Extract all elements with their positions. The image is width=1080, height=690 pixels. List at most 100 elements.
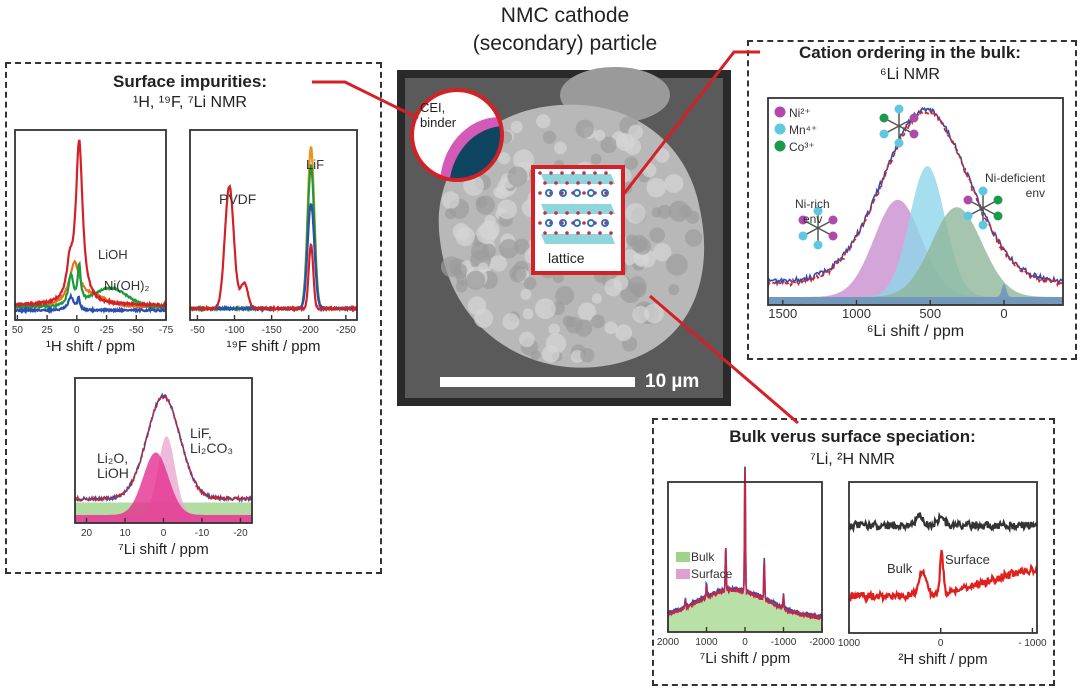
x-tick-label: -20 xyxy=(233,528,248,539)
legend-label: Co³⁺ xyxy=(789,140,815,154)
annotation-li2o-line1: Li₂O, xyxy=(97,450,129,466)
cation-title: Cation ordering in the bulk: xyxy=(799,43,1021,62)
oxygen-atom xyxy=(543,181,547,185)
center-title-line1: NMC cathode xyxy=(500,4,630,27)
particle-grain xyxy=(590,153,602,165)
annotation-li2o: Li₂O, LiOH xyxy=(97,451,129,481)
oxygen-atom xyxy=(582,171,586,175)
particle-grain xyxy=(594,129,606,141)
particle-grain xyxy=(467,296,487,316)
li7-surface-spectrum-plot: 20 10 0 -10 -20 ⁷Li shift / ppm xyxy=(74,377,253,568)
surface-panel-frame xyxy=(5,62,382,574)
particle-grain xyxy=(591,314,605,329)
octahedral-environment-icon xyxy=(963,186,1003,230)
x-tick-label: 2000 xyxy=(657,637,680,648)
x-tick-label: -150 xyxy=(262,325,282,336)
ion-marker xyxy=(828,215,838,225)
annotation-lif-line2: Li₂CO₃ xyxy=(190,440,234,456)
lithium-atom xyxy=(587,189,595,197)
particle-grain xyxy=(451,263,468,279)
connector-bulk-surface xyxy=(649,294,799,425)
cation-panel-frame xyxy=(747,40,1077,360)
center-title: NMC cathode (secondary) particle xyxy=(440,2,690,58)
particle-core xyxy=(449,126,502,180)
particle-grain xyxy=(519,331,535,348)
legend-label: Bulk xyxy=(691,550,715,564)
f19-svg: -50 -100 -150 -200 -250 ¹⁹F shift / ppm xyxy=(188,129,359,355)
x-tick-label: 0 xyxy=(161,528,167,539)
plot-frame xyxy=(767,97,1064,306)
li6-spectrum-plot: 1500 1000 500 0 ⁶Li shift / ppm Ni²⁺ Mn⁴⁺ Co³⁺ xyxy=(767,97,1064,350)
annotation-surface: Surface xyxy=(945,552,990,567)
x-axis-label: ¹H shift / ppm xyxy=(46,338,135,355)
lattice-structure xyxy=(538,171,615,244)
x-tick-label: 0 xyxy=(74,325,80,336)
x-tick-label: 50 xyxy=(12,325,24,336)
annotation-li2o-line2: LiOH xyxy=(97,465,129,481)
annotation-lioh: LiOH xyxy=(98,247,128,262)
component-fill-2 xyxy=(75,452,252,523)
surface-subtitle: ¹H, ¹⁹F, ⁷Li NMR xyxy=(133,94,247,111)
annotation-ni-rich-line2: env xyxy=(803,212,823,226)
particle-grain xyxy=(509,265,527,283)
oxygen-atom xyxy=(598,231,602,235)
oxygen-atom xyxy=(565,231,569,235)
particle-grain xyxy=(493,186,505,198)
particle-grain xyxy=(577,302,597,321)
particle-grain xyxy=(628,124,644,140)
oxygen-atom xyxy=(554,181,558,185)
x-tick-label: 0 xyxy=(1000,306,1007,321)
oxygen-atom xyxy=(576,211,580,215)
oxygen-atom xyxy=(598,181,602,185)
h1-svg: 50 25 0 -25 -50 -75 ¹H shift / ppm xyxy=(12,129,174,355)
particle-grain xyxy=(621,249,638,266)
oxygen-atom xyxy=(576,231,580,235)
particle-grain xyxy=(684,229,703,247)
particle-grain xyxy=(510,120,523,134)
h1-spectrum-plot: 50 25 0 -25 -50 -75 ¹H shift / ppm xyxy=(12,129,174,365)
ion-marker xyxy=(879,113,889,123)
cei-label: CEI, binder xyxy=(420,100,456,130)
particle-grain xyxy=(624,156,638,170)
ion-marker xyxy=(798,215,808,225)
plot-frame xyxy=(848,481,1038,634)
li7-bulk-spectrum-plot: 2000 1000 0 -1000 -2000 ⁷Li shift / ppm Bulk Su… xyxy=(657,466,835,677)
spectrum-line-0 xyxy=(847,511,1039,534)
particle-grain xyxy=(534,298,556,320)
particle-grain xyxy=(654,148,670,163)
oxygen-atom xyxy=(587,211,591,215)
cei-label-line2: binder xyxy=(420,115,457,130)
particle-grain xyxy=(580,348,595,363)
x-tick-label: 1000 xyxy=(842,306,871,321)
annotation-bulk: Bulk xyxy=(887,561,913,576)
particle-grain xyxy=(604,278,623,297)
x-tick-label: 0 xyxy=(742,637,748,648)
legend-label: Ni²⁺ xyxy=(789,106,811,120)
particle-grain xyxy=(625,234,638,246)
oxygen-atom xyxy=(582,191,586,195)
x-axis-label: ⁷Li shift / ppm xyxy=(118,541,208,558)
ion-marker xyxy=(909,113,919,123)
tm-layer xyxy=(541,234,615,244)
x-tick-label: 25 xyxy=(42,325,54,336)
octahedral-environment-icon xyxy=(798,206,838,250)
ion-marker xyxy=(879,129,889,139)
octahedral-environment-icon xyxy=(879,104,919,148)
particle-grain xyxy=(522,308,534,320)
spectrum-line-1 xyxy=(14,260,168,311)
particle-grain xyxy=(553,141,567,155)
oxygen-atom xyxy=(538,191,542,195)
center-title-line2: (secondary) particle xyxy=(472,32,658,55)
li7s-svg: 20 10 0 -10 -20 ⁷Li shift / ppm xyxy=(74,377,253,558)
legend-label: Mn⁴⁺ xyxy=(789,123,817,137)
li7b-svg: 2000 1000 0 -1000 -2000 ⁷Li shift / ppm Bulk Su… xyxy=(657,466,835,667)
x-tick-label: -2000 xyxy=(809,637,835,648)
ion-marker xyxy=(909,129,919,139)
oxygen-atom xyxy=(560,171,564,175)
cei-label-line1: CEI, xyxy=(420,100,446,115)
particle-grain xyxy=(444,208,457,220)
oxygen-atom xyxy=(543,231,547,235)
x-tick-label: 10 xyxy=(119,528,131,539)
spectrum-line-1 xyxy=(667,467,823,621)
